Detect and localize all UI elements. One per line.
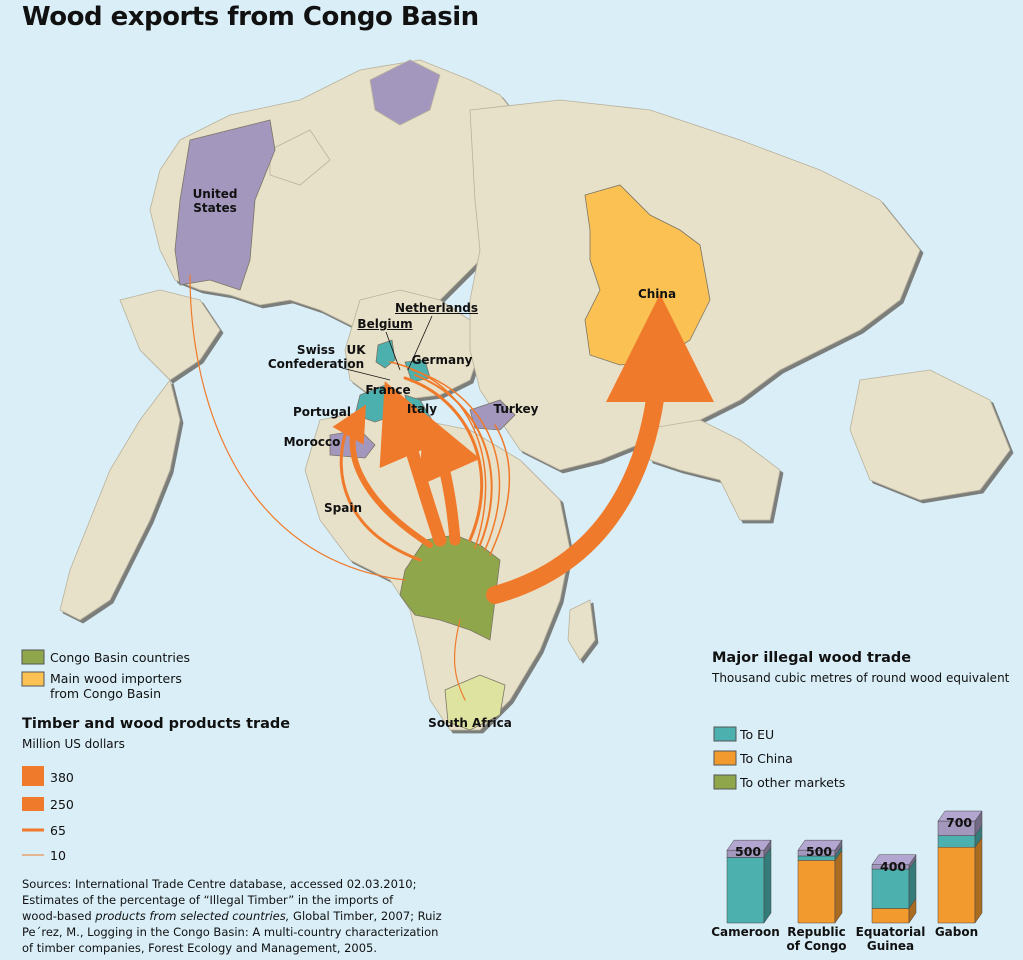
chart-title: Major illegal wood trade bbox=[712, 650, 912, 666]
bar-total-label: 500 bbox=[806, 844, 833, 860]
flow-to-belgium bbox=[403, 376, 484, 542]
flow-to-china bbox=[486, 294, 714, 604]
bar-2-to-eu-front bbox=[871, 868, 910, 909]
sources-line-3c: Global Timber, 2007; Ruiz bbox=[289, 909, 442, 924]
bar-chart-group bbox=[726, 810, 983, 924]
flow-to-turkey bbox=[489, 424, 511, 556]
bar-2-top bbox=[871, 854, 917, 865]
legend-swatch-congo bbox=[21, 649, 45, 665]
label-germany: Germany bbox=[411, 353, 473, 367]
bar-total-label: 700 bbox=[946, 815, 973, 830]
united-states-shape bbox=[174, 119, 276, 291]
legend-swatch-importers bbox=[21, 671, 45, 687]
arctic-islands bbox=[269, 129, 331, 186]
chart-subtitle: Thousand cubic metres of round wood equi… bbox=[712, 671, 1010, 685]
sources-note: Sources: International Trade Centre data… bbox=[22, 876, 442, 956]
flow-to-spain bbox=[339, 433, 422, 562]
europe-land bbox=[344, 289, 481, 401]
sources-line-1: Sources: International Trade Centre data… bbox=[22, 877, 417, 891]
trade-legend-380 bbox=[22, 766, 44, 786]
chart-legend-other: To other markets bbox=[740, 775, 846, 790]
sources-line-5: of timber companies, Forest Ecology and … bbox=[22, 941, 378, 956]
label-netherlands: Netherlands bbox=[395, 301, 479, 315]
flow-to-south-africa bbox=[453, 619, 466, 701]
bar-total-label: 500 bbox=[735, 844, 762, 860]
greenland-land bbox=[369, 59, 441, 126]
legend-importers-label: Main wood importers from Congo Basin bbox=[50, 671, 182, 701]
australia-land bbox=[849, 369, 1011, 501]
bar-2-to-china-front bbox=[871, 908, 910, 924]
trade-legend-250 bbox=[22, 797, 44, 811]
bar-1-to-china-front bbox=[797, 860, 836, 924]
flow-to-portugal bbox=[332, 404, 433, 548]
page-title: Wood exports from Congo Basin bbox=[22, 2, 479, 32]
label-portugal: Portugal bbox=[292, 405, 352, 419]
sources-line-4: Pe´rez, M., Logging in the Congo Basin: … bbox=[22, 925, 439, 940]
flow-to-germany bbox=[414, 374, 493, 546]
legend-swatch-eu bbox=[713, 726, 737, 742]
trade-legend-label-10: 10 bbox=[50, 848, 66, 863]
bar-3-top bbox=[937, 810, 983, 822]
bar-3-to-china-side bbox=[974, 836, 983, 924]
label-belgium: Belgium bbox=[357, 317, 413, 331]
bar-3-to-eu-front bbox=[937, 835, 976, 848]
bar-category-label: Cameroon bbox=[711, 925, 780, 939]
trade-legend-unit: Million US dollars bbox=[22, 737, 125, 751]
label-united-states: United States bbox=[192, 187, 238, 215]
madagascar-land bbox=[567, 599, 596, 661]
bar-0-to-eu-side bbox=[763, 846, 772, 924]
bar-3-to-china-front bbox=[937, 846, 976, 924]
label-uk: UK bbox=[346, 343, 366, 357]
flow-to-us bbox=[189, 274, 406, 581]
legend-swatch-other bbox=[713, 774, 737, 790]
trade-legend-label-380: 380 bbox=[50, 770, 74, 785]
trade-legend-label-65: 65 bbox=[50, 823, 66, 838]
label-swiss: Swiss Confederation bbox=[267, 343, 365, 371]
label-china: China bbox=[637, 287, 677, 301]
bar-category-label: Republic of Congo bbox=[786, 925, 847, 953]
south-america-land bbox=[59, 289, 221, 621]
trade-legend-title: Timber and wood products trade bbox=[22, 716, 291, 732]
flow-to-netherlands bbox=[411, 369, 501, 551]
south-asia-land bbox=[639, 419, 781, 521]
bar-0-top bbox=[726, 839, 772, 851]
chart-legend-china: To China bbox=[740, 751, 793, 766]
bar-1-to-china-side bbox=[834, 849, 843, 924]
bar-total-label: 400 bbox=[880, 858, 907, 874]
bar-category-label: Equatorial Guinea bbox=[855, 925, 926, 953]
bar-1-top bbox=[797, 839, 843, 851]
flow-to-uk bbox=[389, 361, 487, 549]
sources-line-3b: products from selected countries, bbox=[95, 909, 290, 924]
legend-swatch-china bbox=[713, 750, 737, 766]
flow-to-italy bbox=[419, 411, 481, 546]
label-france: France bbox=[365, 383, 411, 397]
label-morocco: Morocco bbox=[283, 435, 341, 449]
label-italy: Italy bbox=[406, 402, 438, 416]
sources-line-3: wood-based products from selected countr… bbox=[22, 908, 442, 924]
label-turkey: Turkey bbox=[493, 402, 539, 416]
sources-line-3a: wood-based bbox=[22, 909, 96, 924]
chart-legend-eu: To EU bbox=[740, 727, 775, 742]
sources-line-2: Estimates of the percentage of “Illegal … bbox=[22, 893, 394, 908]
bar-category-label: Gabon bbox=[934, 925, 979, 939]
trade-legend-label-250: 250 bbox=[50, 797, 74, 812]
label-south-africa: South Africa bbox=[428, 716, 512, 730]
legend-congo-label: Congo Basin countries bbox=[50, 650, 191, 665]
flow-to-france bbox=[379, 381, 452, 547]
bar-0-to-eu-front bbox=[726, 857, 765, 924]
label-spain: Spain bbox=[324, 501, 362, 515]
